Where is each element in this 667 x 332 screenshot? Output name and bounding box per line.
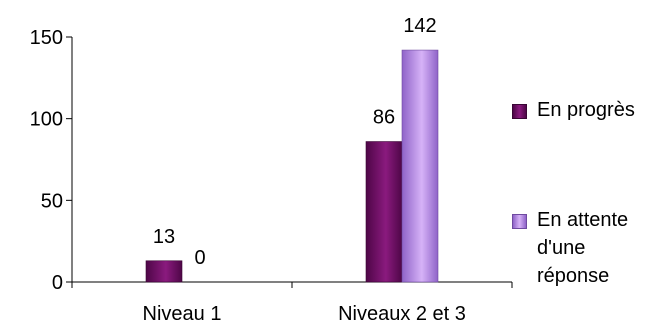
y-tick-label-150: 150 [30,27,63,49]
legend-label-en-attente-line3: réponse [537,265,610,287]
y-tick-label-100: 100 [30,109,63,131]
legend-label-en-progres: En progrès [537,99,635,121]
legend-label-en-attente-line2: d'une [537,237,586,259]
bar-en-1 [401,49,439,283]
legend-swatch-en-attente [512,214,527,229]
data-label-en-1: 86 [373,107,395,129]
chart-bars [145,49,439,283]
chart-axes [66,36,513,288]
y-tick-label-50: 50 [41,190,63,212]
legend-label-en-attente-line1: En attente [537,209,629,231]
bar-en-1 [365,141,403,283]
data-label-en-1: 142 [403,15,436,37]
bar-en-0 [145,260,183,283]
data-label-en-0: 13 [153,226,175,248]
data-label-en-0: 0 [194,247,205,269]
x-category-label-1: Niveaux 2 et 3 [338,303,466,325]
legend-swatch-en-progres [512,104,527,119]
x-category-label-0: Niveau 1 [143,303,222,325]
chart-labels: 0 50 100 150 13 0 Niveau 1 86 142 Niveaux 2 et 3 [30,15,466,325]
y-tick-label-0: 0 [52,272,63,294]
